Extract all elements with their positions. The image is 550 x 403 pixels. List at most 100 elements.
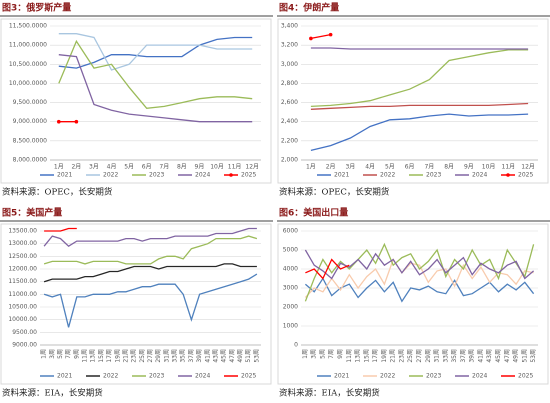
x-tick-label: 9月: [195, 164, 205, 171]
line-series: [43, 227, 257, 248]
x-tick-label: 49周: [513, 349, 520, 363]
x-tick-label: 3月: [89, 164, 99, 171]
x-tick-label: 1周: [41, 349, 48, 359]
source: 资料来源：EIA，长安期货: [279, 388, 380, 399]
x-tick-label: 45周: [495, 349, 502, 363]
y-tick-label: 11,000.0000: [9, 42, 47, 49]
y-tick-label: 2,200: [281, 137, 298, 144]
x-tick-label: 31周: [163, 349, 170, 363]
legend-label: 2025: [241, 373, 256, 380]
x-tick-label: 51周: [245, 349, 252, 363]
y-tick-label: 3,000: [281, 61, 298, 68]
x-tick-label: 2月: [71, 164, 81, 171]
y-tick-label: 11500.00: [8, 278, 37, 285]
line-series: [310, 113, 529, 152]
x-tick-label: 2月: [326, 164, 336, 171]
x-tick-label: 7月: [424, 164, 434, 171]
x-tick-label: 13周: [90, 349, 97, 363]
legend-marker: [229, 173, 233, 177]
x-tick-label: 21周: [122, 349, 129, 363]
source: 资料来源：EIA，长安期货: [2, 388, 103, 399]
y-tick-label: 10500.00: [8, 304, 37, 311]
line-series: [304, 249, 535, 280]
x-tick-label: 17周: [372, 349, 379, 363]
x-tick-label: 3周: [49, 349, 56, 359]
x-tick-label: 1月: [306, 164, 316, 171]
x-tick-label: 3周: [311, 349, 318, 359]
line-series: [43, 235, 258, 265]
y-tick-label: 9,000.0000: [13, 118, 48, 125]
chart-title: 图3：俄罗斯产量: [2, 2, 71, 14]
x-tick-label: 5月: [385, 164, 395, 171]
x-tick-label: 11周: [346, 349, 353, 363]
x-tick-label: 4月: [365, 164, 375, 171]
x-tick-label: 39周: [196, 349, 203, 363]
legend-label: 2024: [472, 172, 487, 179]
x-tick-label: 7月: [159, 164, 169, 171]
legend-label: 2022: [380, 373, 395, 380]
x-tick-label: 6月: [142, 164, 152, 171]
line-series: [304, 277, 535, 303]
y-tick-label: 2000: [283, 304, 298, 311]
x-tick-label: 31周: [434, 349, 441, 363]
legend-label: 2022: [103, 373, 118, 380]
y-tick-label: 2,800: [281, 80, 298, 87]
y-tick-label: 0: [294, 342, 298, 349]
line-series: [310, 102, 529, 110]
line-series: [43, 273, 258, 328]
x-tick-label: 7周: [328, 349, 335, 359]
x-tick-label: 33周: [442, 349, 449, 363]
x-tick-label: 11月: [502, 164, 516, 171]
line-series: [310, 47, 529, 50]
legend-label: 2024: [195, 373, 210, 380]
legend-label: 2025: [241, 172, 256, 179]
x-tick-label: 25周: [139, 349, 146, 363]
x-tick-label: 53周: [530, 349, 537, 363]
legend-label: 2021: [334, 172, 349, 179]
line-series: [58, 39, 253, 109]
y-tick-label: 9500.00: [12, 329, 37, 336]
x-tick-label: 21周: [390, 349, 397, 363]
legend-label: 2023: [426, 172, 441, 179]
x-tick-label: 53周: [253, 349, 260, 363]
x-tick-label: 19周: [114, 349, 121, 363]
line-series: [58, 54, 253, 123]
x-tick-label: 1月: [54, 164, 64, 171]
x-tick-label: 17周: [106, 349, 113, 363]
y-tick-label: 1000: [283, 323, 298, 330]
x-tick-label: 27周: [416, 349, 423, 363]
y-tick-label: 9,500.0000: [13, 99, 48, 106]
x-tick-label: 11周: [82, 349, 89, 363]
x-tick-label: 41周: [477, 349, 484, 363]
x-tick-label: 9周: [337, 349, 344, 359]
chart-frame: [277, 18, 549, 184]
x-tick-label: 37周: [188, 349, 195, 363]
y-tick-label: 8,000.0000: [13, 157, 48, 164]
line-series: [43, 263, 257, 283]
chart-title: 图6：美国出口量: [279, 207, 348, 219]
y-tick-label: 11,500.0000: [9, 23, 47, 30]
legend-label: 2023: [426, 373, 441, 380]
x-tick-label: 45周: [221, 349, 228, 363]
x-tick-label: 3月: [345, 164, 355, 171]
y-tick-label: 6000: [283, 228, 298, 235]
x-tick-label: 9周: [73, 349, 80, 359]
point: [328, 32, 333, 37]
chart-frame: [0, 223, 272, 385]
legend-label: 2023: [149, 172, 164, 179]
line-series: [310, 33, 331, 40]
x-tick-label: 35周: [180, 349, 187, 363]
y-tick-label: 11000.00: [8, 291, 37, 298]
x-tick-label: 9月: [464, 164, 474, 171]
y-tick-label: 10000.00: [8, 316, 37, 323]
y-tick-label: 2,000: [281, 157, 298, 164]
x-tick-label: 23周: [398, 349, 405, 363]
y-tick-label: 13500.00: [8, 228, 37, 235]
y-tick-label: 2,600: [281, 99, 298, 106]
y-tick-label: 4000: [283, 266, 298, 273]
x-tick-label: 35周: [451, 349, 458, 363]
point: [56, 119, 61, 124]
legend-label: 2021: [57, 172, 72, 179]
y-tick-label: 8,500.0000: [13, 137, 48, 144]
line-series: [310, 49, 529, 108]
